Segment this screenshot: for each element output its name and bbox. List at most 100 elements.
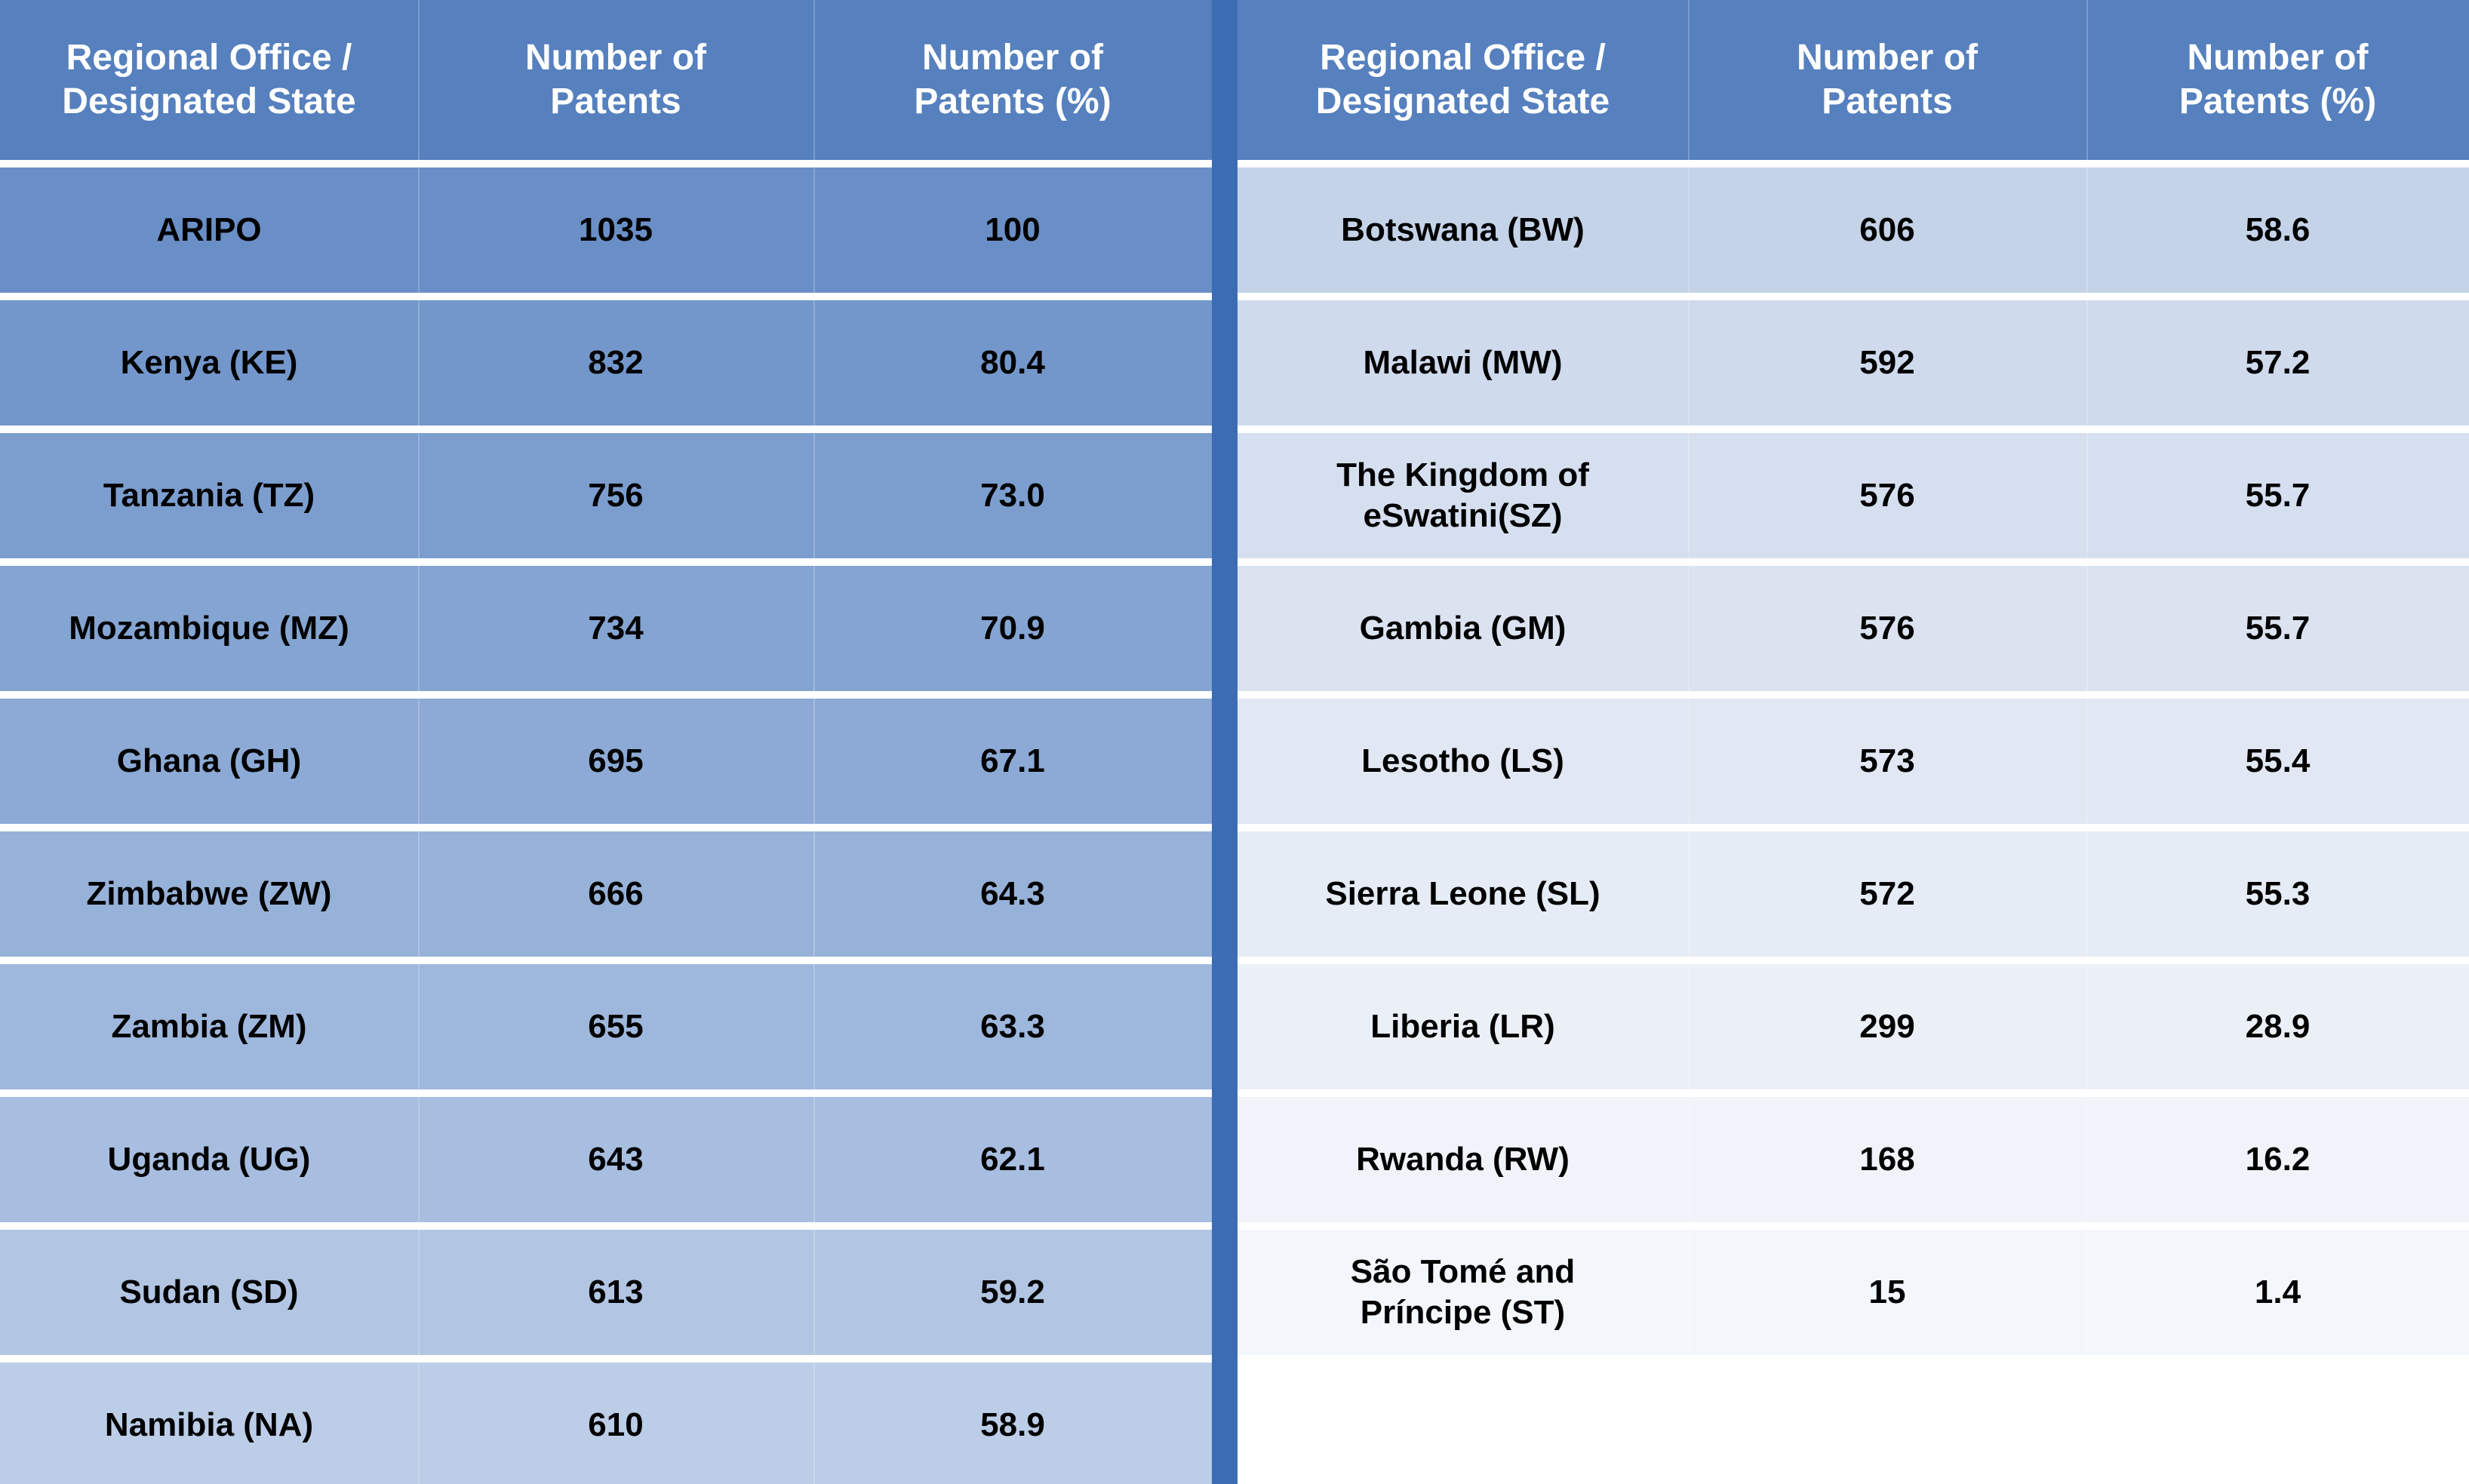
column-separator [418,964,420,1089]
column-header: Number of Patents [525,38,706,121]
patents-percent-cell: 58.9 [980,1406,1045,1443]
patents-count-cell: 1035 [579,211,653,248]
office-cell: Liberia (LR) [1370,1008,1555,1045]
patents-percent-cell: 67.1 [980,742,1045,779]
patents-percent-cell: 1.4 [2254,1274,2301,1310]
patents-count-cell: 695 [588,742,644,779]
column-separator [418,1230,420,1355]
office-cell: Gambia (GM) [1359,610,1567,647]
table-row: The Kingdom of eSwatini(SZ) 576 55.7 [1238,433,2469,558]
column-separator [418,0,420,160]
column-separator [1688,699,1690,824]
patents-percent-cell: 64.3 [980,875,1045,912]
column-separator [813,433,815,558]
table-row: Malawi (MW) 592 57.2 [1238,300,2469,426]
patents-percent-cell: 100 [985,211,1041,248]
table-divider [1212,0,1238,1484]
column-header: Number of Patents (%) [914,38,1112,121]
table-row: São Tomé and Príncipe (ST) 15 1.4 [1238,1230,2469,1355]
column-separator [418,167,420,293]
patents-percent-cell: 16.2 [2245,1141,2311,1178]
column-separator [1688,1230,1690,1355]
office-cell: Mozambique (MZ) [69,610,349,647]
column-separator [1688,831,1690,957]
patents-percent-cell: 55.3 [2245,875,2311,912]
column-separator [2086,831,2088,957]
patents-count-cell: 643 [588,1141,644,1178]
office-cell: Malawi (MW) [1363,344,1563,381]
column-separator [418,1363,420,1484]
patents-count-cell: 734 [588,610,644,647]
patents-percent-cell: 62.1 [980,1141,1045,1178]
column-separator [1688,566,1690,691]
patents-percent-cell: 55.7 [2245,477,2311,514]
office-cell: Sudan (SD) [119,1274,299,1310]
office-cell: Ghana (GH) [116,742,302,779]
patents-count-cell: 168 [1859,1141,1915,1178]
column-separator [813,831,815,957]
office-cell: Rwanda (RW) [1356,1141,1570,1178]
patents-count-cell: 832 [588,344,644,381]
right-header-row: Regional Office / Designated State Number… [1238,0,2469,160]
patents-count-cell: 299 [1859,1008,1915,1045]
patents-count-cell: 610 [588,1406,644,1443]
column-separator [813,300,815,426]
table-row: Namibia (NA) 610 58.9 [0,1363,1212,1484]
left-header-row: Regional Office / Designated State Number… [0,0,1212,160]
table-row: Gambia (GM) 576 55.7 [1238,566,2469,691]
column-header: Regional Office / Designated State [1315,38,1610,121]
table-row: ARIPO 1035 100 [0,167,1212,293]
column-separator [2086,300,2088,426]
patents-count-cell: 572 [1859,875,1915,912]
patents-count-cell: 613 [588,1274,644,1310]
office-cell: Tanzania (TZ) [103,477,315,514]
column-separator [813,1097,815,1222]
column-separator [2086,699,2088,824]
patents-percent-cell: 55.7 [2245,610,2311,647]
patents-count-cell: 576 [1859,610,1915,647]
patents-percent-cell: 57.2 [2245,344,2311,381]
column-header: Number of Patents [1797,38,1978,121]
office-cell: The Kingdom of eSwatini(SZ) [1336,456,1589,534]
table-row: Liberia (LR) 299 28.9 [1238,964,2469,1089]
column-separator [2086,566,2088,691]
column-separator [2086,1230,2088,1355]
office-cell: ARIPO [156,211,262,248]
column-separator [1688,300,1690,426]
column-separator [2086,167,2088,293]
table-row: Zimbabwe (ZW) 666 64.3 [0,831,1212,957]
table-row: Sierra Leone (SL) 572 55.3 [1238,831,2469,957]
office-cell: Lesotho (LS) [1361,742,1564,779]
table-row: Kenya (KE) 832 80.4 [0,300,1212,426]
patents-count-cell: 666 [588,875,644,912]
column-separator [1688,433,1690,558]
column-separator [813,699,815,824]
table-row: Tanzania (TZ) 756 73.0 [0,433,1212,558]
office-cell: Zimbabwe (ZW) [86,875,332,912]
column-separator [813,964,815,1089]
column-header: Number of Patents (%) [2178,38,2377,121]
column-separator [1688,0,1690,160]
column-separator [813,0,815,160]
column-separator [2086,433,2088,558]
column-header: Regional Office / Designated State [62,38,356,121]
table-row: Botswana (BW) 606 58.6 [1238,167,2469,293]
patents-count-cell: 756 [588,477,644,514]
patents-percent-cell: 70.9 [980,610,1045,647]
office-cell: Namibia (NA) [104,1406,314,1443]
column-separator [418,831,420,957]
patents-percent-cell: 59.2 [980,1274,1045,1310]
office-cell: Botswana (BW) [1341,211,1585,248]
patents-count-cell: 576 [1859,477,1915,514]
patents-percent-cell: 58.6 [2245,211,2311,248]
office-cell: Kenya (KE) [120,344,298,381]
column-separator [1688,964,1690,1089]
column-separator [813,167,815,293]
column-separator [813,1363,815,1484]
column-separator [2086,0,2088,160]
column-separator [418,1097,420,1222]
table-row: Sudan (SD) 613 59.2 [0,1230,1212,1355]
patents-count-cell: 592 [1859,344,1915,381]
column-separator [813,566,815,691]
